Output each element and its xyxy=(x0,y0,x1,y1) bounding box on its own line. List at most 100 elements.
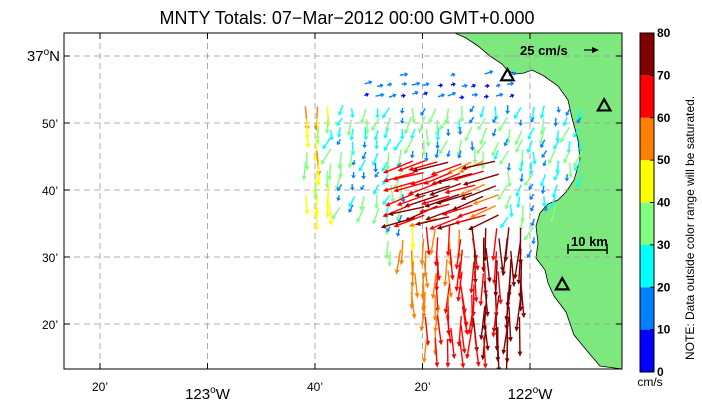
current-vector xyxy=(513,240,522,280)
current-vector xyxy=(387,251,393,267)
current-vector xyxy=(356,206,366,224)
current-vector xyxy=(411,81,421,87)
current-vector xyxy=(459,95,465,100)
current-vector xyxy=(322,137,331,150)
current-vector xyxy=(508,306,513,343)
current-vector xyxy=(541,150,548,159)
current-vector xyxy=(553,117,559,127)
current-vector xyxy=(349,128,355,141)
current-vector xyxy=(393,139,403,151)
current-vector xyxy=(483,94,489,100)
current-vector xyxy=(523,226,535,241)
current-vector xyxy=(518,119,524,127)
current-vector xyxy=(497,184,508,201)
current-vector xyxy=(438,83,444,88)
current-vector xyxy=(459,105,465,123)
current-vector xyxy=(374,171,380,178)
current-vector xyxy=(385,152,391,171)
current-vector xyxy=(411,108,416,124)
radar-stations xyxy=(499,66,613,291)
current-vector xyxy=(435,192,473,205)
current-vector xyxy=(469,116,475,124)
lon-label-degree: 122oW xyxy=(508,385,554,403)
current-vector xyxy=(469,261,475,294)
current-vector xyxy=(553,140,560,150)
current-vector xyxy=(483,281,490,317)
current-vector xyxy=(478,273,485,307)
current-vector xyxy=(313,141,319,163)
current-vector xyxy=(515,184,522,198)
current-vector xyxy=(336,117,343,127)
current-vector xyxy=(399,117,405,125)
current-vector xyxy=(518,160,524,173)
current-vector xyxy=(520,282,526,319)
current-vector xyxy=(399,107,405,115)
scale-bar: 10 km xyxy=(567,234,608,254)
current-vector xyxy=(399,239,405,266)
current-vector xyxy=(564,174,570,182)
current-vector xyxy=(446,314,453,344)
current-vector xyxy=(517,316,523,357)
current-vector xyxy=(539,105,545,119)
current-vector xyxy=(388,93,397,98)
current-vector xyxy=(421,140,427,157)
current-vector xyxy=(347,150,354,169)
current-vector xyxy=(375,92,385,98)
current-vector xyxy=(503,138,509,147)
current-vector xyxy=(446,150,451,158)
current-vector xyxy=(540,139,546,149)
current-vector xyxy=(445,339,451,368)
current-vector xyxy=(500,216,509,229)
current-vector xyxy=(553,171,560,181)
current-vector xyxy=(473,271,479,303)
current-vector xyxy=(454,214,486,225)
current-vector xyxy=(419,305,426,332)
current-vector xyxy=(430,272,437,300)
current-vector xyxy=(491,304,498,338)
current-vector xyxy=(577,108,583,120)
current-vector xyxy=(441,204,473,216)
lat-label-degree: 37oN xyxy=(27,47,60,65)
latitude-labels: 37oN 50’ 40’ 30’ 20’ xyxy=(27,47,60,332)
colorbar: 0 10 20 30 40 50 60 70 80 xyxy=(639,26,671,379)
scale-bar-label: 10 km xyxy=(571,234,608,249)
current-vector xyxy=(495,92,504,98)
current-vector xyxy=(447,270,454,298)
current-vector xyxy=(508,204,514,218)
current-vector xyxy=(410,291,417,320)
current-vector xyxy=(501,316,510,355)
current-vector xyxy=(386,82,393,87)
current-vector xyxy=(408,161,438,172)
current-vector xyxy=(420,108,426,116)
current-vector xyxy=(380,217,415,229)
current-vector xyxy=(362,141,367,149)
current-vector xyxy=(505,337,509,369)
current-vector xyxy=(457,127,463,135)
current-vector xyxy=(304,152,310,171)
current-vector xyxy=(459,339,466,369)
current-vector xyxy=(324,116,330,135)
lat-label-minute: 40’ xyxy=(42,184,58,198)
current-vector xyxy=(414,273,420,299)
lon-label-degree: 123oW xyxy=(185,385,231,403)
colorbar-tick-label: 0 xyxy=(657,365,664,379)
reference-arrow-head xyxy=(592,47,599,53)
colorbar-unit: cm/s xyxy=(637,375,662,389)
longitude-labels: 20’ 123oW 40’ 20’ 122oW xyxy=(92,380,553,403)
current-vector xyxy=(348,204,354,213)
current-vector xyxy=(450,327,457,360)
colorbar-tick-label: 10 xyxy=(657,323,671,337)
current-vector xyxy=(568,162,573,179)
colorbar-segment xyxy=(640,202,654,245)
current-vector xyxy=(528,162,534,175)
current-vector xyxy=(509,93,515,99)
current-vector xyxy=(459,183,485,196)
current-vector xyxy=(386,226,391,233)
current-vector xyxy=(454,239,462,270)
current-vector xyxy=(382,107,390,119)
current-vector xyxy=(348,196,356,208)
current-vector xyxy=(423,91,428,96)
current-vector xyxy=(424,193,460,208)
colorbar-tick-label: 20 xyxy=(657,280,671,294)
